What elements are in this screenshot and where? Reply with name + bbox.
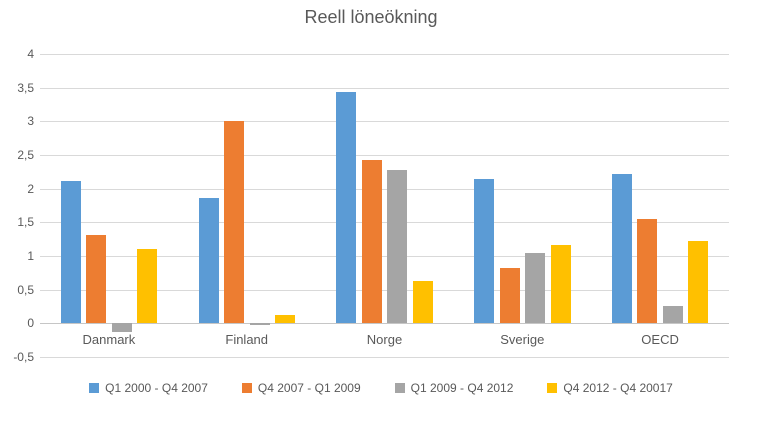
bar-sverige-series-4 (550, 245, 571, 324)
category-label-oecd: OECD (641, 332, 679, 348)
bar-sverige-series-1 (474, 179, 495, 324)
y-axis-tick-label: 0,5 (17, 283, 34, 297)
bar-danmark-series-4 (137, 249, 158, 324)
legend-swatch-icon (89, 383, 100, 393)
bar-finland-series-1 (198, 198, 219, 324)
y-axis-tick-label: 3 (27, 114, 34, 128)
legend-item: Q1 2000 - Q4 2007 (89, 381, 208, 395)
gridline-y-3 (40, 121, 729, 122)
y-axis-tick-label: 2,5 (17, 148, 34, 162)
bar-oecd-series-2 (637, 219, 658, 324)
bar-oecd-series-1 (611, 173, 632, 324)
category-label-norge: Norge (366, 332, 403, 348)
legend-swatch-icon (241, 383, 252, 393)
legend-item: Q4 2012 - Q4 20017 (547, 381, 673, 395)
bar-norge-series-1 (336, 92, 357, 324)
legend-swatch-icon (547, 383, 558, 393)
y-axis-tick-label: 2 (27, 182, 34, 196)
legend-label: Q1 2000 - Q4 2007 (105, 381, 208, 395)
bar-sverige-series-3 (525, 252, 546, 324)
bar-danmark-series-3 (111, 323, 132, 333)
bar-norge-series-2 (361, 160, 382, 324)
gridline-y-4 (40, 54, 729, 55)
y-axis-tick-label: 3,5 (17, 81, 34, 95)
legend: Q1 2000 - Q4 2007 Q4 2007 - Q1 2009 Q1 200… (0, 381, 762, 395)
y-axis-tick-label: 4 (27, 47, 34, 61)
gridline-y-3,5 (40, 88, 729, 89)
legend-label: Q4 2012 - Q4 20017 (563, 381, 673, 395)
gridline-y-1 (40, 256, 729, 257)
gridline-y--0,5 (40, 357, 729, 358)
bar-sverige-series-2 (499, 268, 520, 324)
bar-norge-series-3 (387, 169, 408, 324)
bar-finland-series-2 (224, 121, 244, 324)
gridline-y-1,5 (40, 222, 729, 223)
legend-label: Q4 2007 - Q1 2009 (257, 381, 361, 395)
chart-title: Reell löneökning (304, 7, 438, 27)
y-axis-tick-label: 1 (27, 249, 34, 263)
bar-danmark-series-2 (86, 235, 107, 324)
bar-finland-series-4 (275, 315, 295, 324)
bar-oecd-series-4 (688, 241, 709, 324)
gridline-y-0,5 (40, 290, 729, 291)
category-label-sverige: Sverige (500, 332, 545, 348)
category-label-finland: Finland (225, 332, 269, 348)
bar-norge-series-4 (412, 280, 433, 324)
y-axis-tick-label: 1,5 (17, 215, 34, 229)
legend-item: Q1 2009 - Q4 2012 (394, 381, 514, 395)
y-axis-tick-label: 0 (27, 316, 34, 330)
bar-oecd-series-3 (662, 305, 683, 324)
gridline-y-0 (40, 323, 729, 324)
legend-swatch-icon (394, 383, 405, 393)
category-label-danmark: Danmark (82, 332, 136, 348)
y-axis-tick-label: -0,5 (13, 350, 34, 364)
bar-danmark-series-1 (60, 181, 81, 324)
gridline-y-2,5 (40, 155, 729, 156)
legend-label: Q1 2009 - Q4 2012 (410, 381, 514, 395)
gridline-y-2 (40, 189, 729, 190)
legend-item: Q4 2007 - Q1 2009 (241, 381, 361, 395)
bar-finland-series-3 (249, 323, 270, 325)
